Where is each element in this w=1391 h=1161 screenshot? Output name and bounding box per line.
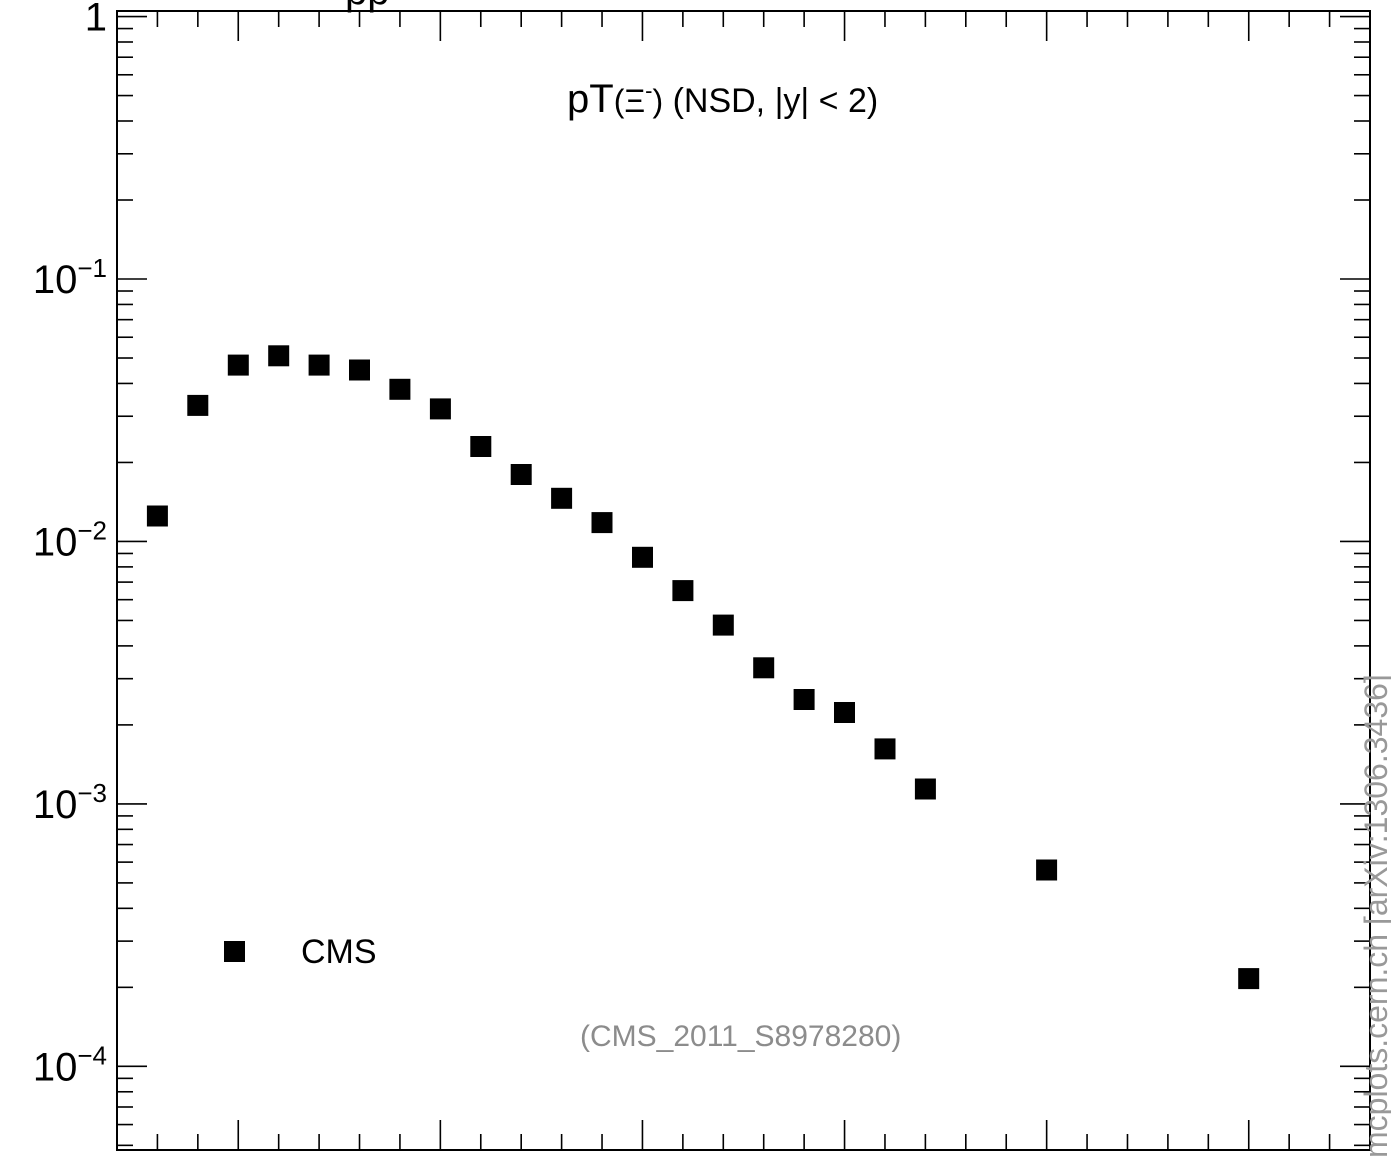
- data-point: [146, 505, 168, 527]
- y-tick-label: 10−4: [33, 1040, 107, 1089]
- data-point: [1036, 859, 1058, 881]
- analysis-id: (CMS_2011_S8978280): [580, 1020, 901, 1053]
- data-point: [227, 354, 249, 376]
- data-point: [834, 702, 855, 723]
- title-particle: (Ξ: [614, 83, 645, 119]
- y-tick-labels: 1 10−1 10−2 10−3 10−4: [33, 0, 107, 1089]
- legend: CMS: [224, 933, 377, 971]
- y-tick-label: 1: [85, 0, 107, 40]
- data-point: [591, 512, 613, 534]
- title-particle-charge: -: [645, 78, 652, 103]
- data-point: [1238, 968, 1260, 990]
- legend-marker: [224, 941, 245, 962]
- y-tick-label: 10−3: [33, 778, 107, 827]
- data-points: [146, 345, 1260, 990]
- y-tick-label: 10−1: [33, 253, 107, 302]
- data-point: [308, 354, 330, 376]
- data-point: [632, 546, 653, 568]
- y-tick-label: 10−2: [33, 515, 107, 564]
- data-point: [429, 398, 451, 420]
- header-fragment: pp: [345, 0, 390, 13]
- data-point: [551, 487, 573, 509]
- data-point: [187, 394, 209, 416]
- legend-label: CMS: [301, 933, 377, 971]
- data-point: [389, 378, 411, 400]
- title-main: pT: [567, 77, 614, 121]
- chart-title: pT(Ξ-) (NSD, |y| < 2): [567, 77, 878, 121]
- data-point: [470, 436, 492, 457]
- data-point: [268, 345, 290, 367]
- axis-ticks: [116, 11, 1371, 1150]
- plot-frame: [116, 10, 1371, 1151]
- data-point: [874, 738, 896, 760]
- title-particle-close: ): [652, 83, 663, 119]
- data-point: [712, 614, 734, 636]
- data-point: [753, 657, 775, 679]
- data-point: [914, 778, 936, 800]
- title-rest: (NSD, |y| < 2): [663, 82, 878, 120]
- data-point: [349, 359, 370, 381]
- data-point: [510, 464, 532, 485]
- watermark: mcplots.cern.ch [arXiv:1306.3436]: [1358, 674, 1391, 1158]
- data-point: [793, 689, 815, 710]
- data-point: [672, 580, 694, 602]
